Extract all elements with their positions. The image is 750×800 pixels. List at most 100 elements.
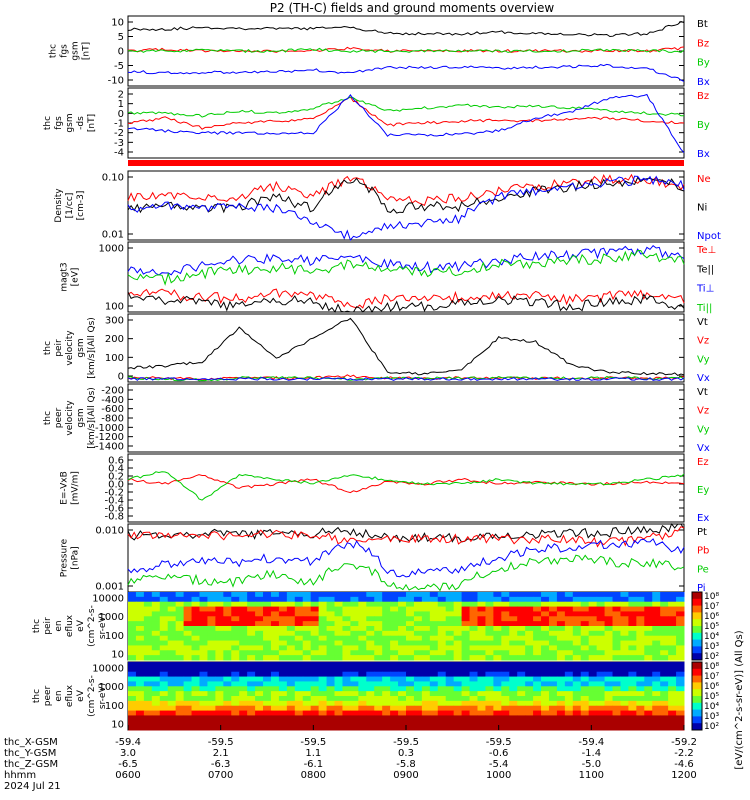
spectrogram-cell xyxy=(151,626,161,632)
spectrogram-cell xyxy=(199,715,208,721)
spectrogram-cell xyxy=(207,650,216,656)
spectrogram-cell xyxy=(278,666,288,673)
spectrogram-cell xyxy=(406,725,415,731)
spectrogram-cell xyxy=(461,596,471,603)
y-tick-label: 0.10 xyxy=(102,173,124,184)
spectrogram-cell xyxy=(334,720,343,726)
y-tick-label: 200 xyxy=(105,334,124,345)
spectrogram-cell xyxy=(525,592,534,598)
spectrogram-cell xyxy=(604,611,614,617)
spectrogram-cell xyxy=(270,691,280,697)
spectrogram-cell xyxy=(652,592,661,598)
spectrogram-cell xyxy=(453,715,463,721)
spectrogram-cell xyxy=(318,725,328,731)
spectrogram-cell xyxy=(128,686,137,692)
spectrogram-cell xyxy=(453,700,463,707)
spectrogram-cell xyxy=(548,596,558,603)
spectrogram-cell xyxy=(517,725,526,731)
colorbar-segment xyxy=(692,653,702,661)
spectrogram-cell xyxy=(247,671,256,678)
spectrogram-cell xyxy=(278,705,288,712)
spectrogram-cell xyxy=(151,666,161,673)
y-axis-label-line: Pressure xyxy=(60,538,70,577)
spectrogram-cell xyxy=(151,715,161,721)
spectrogram-cell xyxy=(406,681,415,687)
spectrogram-cell xyxy=(636,666,645,673)
spectrogram-cell xyxy=(580,720,590,726)
spectrogram-cell xyxy=(453,681,463,687)
spectrogram-cell xyxy=(167,655,177,661)
spectrogram-cell xyxy=(564,691,574,697)
spectrogram-cell xyxy=(326,592,336,598)
spectrogram-cell xyxy=(660,601,669,608)
spectrogram-cell xyxy=(159,611,169,617)
spectrogram-cell xyxy=(421,592,431,598)
legend-label: Ex xyxy=(697,513,709,524)
y-axis-label-line: fgs xyxy=(54,116,64,130)
y-axis-label-line: eflux xyxy=(65,684,75,707)
spectrogram-cell xyxy=(525,596,534,603)
spectrogram-cell xyxy=(580,700,590,707)
spectrogram-cell xyxy=(390,681,399,687)
spectrogram-cell xyxy=(533,705,542,712)
spectrogram-cell xyxy=(191,601,200,608)
spectrogram-cell xyxy=(223,650,232,656)
spectrogram-cell xyxy=(382,715,391,721)
spectrogram-cell xyxy=(652,696,661,702)
spectrogram-cell xyxy=(183,626,193,632)
y-tick-label: 5 xyxy=(118,32,124,43)
spectrogram-cell xyxy=(374,606,383,612)
spectrogram-cell xyxy=(636,676,645,682)
spectrogram-cell xyxy=(286,686,296,692)
spectrogram-cell xyxy=(398,635,407,642)
spectrogram-cell xyxy=(128,662,137,668)
spectrogram-cell xyxy=(628,705,637,712)
spectrogram-cell xyxy=(406,705,415,712)
spectrogram-cell xyxy=(525,725,534,731)
spectrogram-cell xyxy=(453,626,463,632)
spectrogram-cell xyxy=(128,696,137,702)
spectrogram-cell xyxy=(374,650,383,656)
legend-label: By xyxy=(697,120,710,131)
series-line-Bz xyxy=(127,96,685,130)
spectrogram-cell xyxy=(676,596,685,603)
spectrogram-cell xyxy=(533,725,542,731)
spectrogram-cell xyxy=(652,640,661,646)
spectrogram-cell xyxy=(509,645,518,651)
spectrogram-cell xyxy=(334,681,343,687)
spectrogram-cell xyxy=(445,601,455,608)
spectrogram-cell xyxy=(263,640,272,646)
spectrogram-cell xyxy=(255,630,264,637)
spectrogram-cell xyxy=(334,696,343,702)
spectrogram-cell xyxy=(668,635,677,642)
spectrogram-cell xyxy=(398,645,407,651)
spectrogram-cell xyxy=(580,710,590,716)
spectrogram-cell xyxy=(390,645,399,651)
spectrogram-cell xyxy=(191,720,200,726)
spectrogram-cell xyxy=(358,686,367,692)
spectrogram-cell xyxy=(485,720,494,726)
spectrogram-cell xyxy=(398,650,407,656)
spectrogram-cell xyxy=(191,645,200,651)
spectrogram-cell xyxy=(302,592,312,598)
spectrogram-cell xyxy=(135,681,145,687)
spectrogram-cell xyxy=(390,592,399,598)
spectrogram-cell xyxy=(183,715,193,721)
spectrogram-cell xyxy=(517,592,526,598)
spectrogram-cell xyxy=(175,655,185,661)
spectrogram-cell xyxy=(231,696,240,702)
spectrogram-cell xyxy=(342,601,351,608)
spectrogram-cell xyxy=(453,705,463,712)
spectrogram-cell xyxy=(191,616,200,622)
spectrogram-cell xyxy=(509,662,518,668)
spectrogram-cell xyxy=(366,676,375,682)
spectrogram-cell xyxy=(350,700,359,707)
spectrogram-cell xyxy=(318,592,328,598)
spectrogram-cell xyxy=(485,650,494,656)
spectrogram-cell xyxy=(429,645,439,651)
spectrogram-cell xyxy=(548,725,558,731)
spectrogram-cell xyxy=(493,616,502,622)
spectrogram-cell xyxy=(676,705,685,712)
spectrogram-cell xyxy=(485,705,494,712)
x-tick-label: 0700 xyxy=(208,770,233,781)
